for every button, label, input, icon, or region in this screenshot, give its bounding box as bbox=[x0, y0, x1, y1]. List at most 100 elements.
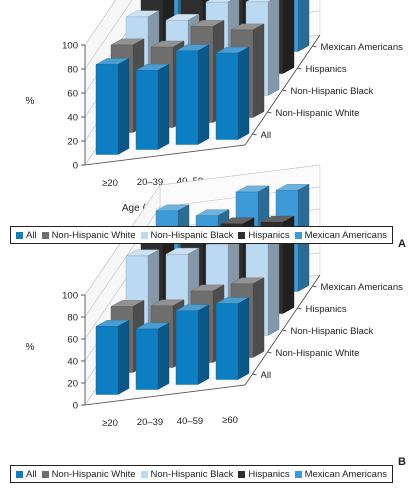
bar-side bbox=[117, 319, 130, 395]
legend-panel-a: All Non-Hispanic White Non-Hispanic Black H… bbox=[10, 226, 393, 244]
legend-entry: Non-Hispanic White bbox=[41, 229, 136, 241]
depth-label: Mexican Americans bbox=[321, 282, 404, 293]
bar-side bbox=[252, 23, 265, 118]
chart-panel-A: 0 20 40 60 80 100 All Non-Hispanic White Non-His… bbox=[26, 0, 404, 214]
depth-label: Mexican Americans bbox=[321, 42, 404, 53]
legend-label: All bbox=[26, 229, 37, 241]
y-tick-label: 20 bbox=[67, 379, 78, 390]
panel-label-a: A bbox=[398, 238, 406, 250]
legend-label: Non-Hispanic Black bbox=[150, 229, 234, 241]
legend-entry: All bbox=[16, 230, 37, 241]
gridline bbox=[84, 0, 133, 70]
legend-swatch bbox=[294, 470, 302, 478]
bar-side bbox=[237, 46, 250, 140]
depth-tick bbox=[267, 351, 272, 354]
legend-label: Non-Hispanic White bbox=[51, 229, 136, 241]
y-tick-label: 100 bbox=[62, 291, 78, 302]
bar-front bbox=[135, 70, 159, 150]
y-axis-title: % bbox=[26, 342, 35, 353]
legend-entry: Mexican Americans bbox=[294, 229, 387, 241]
bar bbox=[135, 63, 170, 150]
panel-label-b: B bbox=[398, 456, 406, 468]
y-tick-label: 0 bbox=[73, 401, 78, 412]
gridline bbox=[84, 164, 321, 296]
legend-entry: All bbox=[16, 469, 37, 480]
legend-entry: Hispanics bbox=[238, 468, 290, 480]
legend-entry: Non-Hispanic Black bbox=[140, 229, 234, 241]
legend-swatch bbox=[16, 470, 23, 478]
depth-tick bbox=[297, 307, 302, 310]
legend-swatch bbox=[140, 470, 148, 478]
bar-side bbox=[157, 63, 170, 150]
bar-front bbox=[175, 310, 199, 385]
y-tick-label: 20 bbox=[67, 137, 78, 148]
x-axis-line bbox=[84, 384, 246, 406]
depth-label: All bbox=[261, 130, 272, 141]
legend-swatch bbox=[238, 231, 246, 239]
x-tick-label: 40–59 bbox=[177, 416, 203, 427]
bar-side bbox=[197, 304, 210, 385]
bar bbox=[175, 304, 210, 385]
bar-front bbox=[135, 328, 159, 390]
bar-side bbox=[282, 0, 295, 74]
bar-side bbox=[117, 58, 130, 155]
bar-front bbox=[215, 303, 239, 380]
depth-tick bbox=[282, 329, 287, 332]
depth-tick bbox=[267, 111, 272, 114]
depth-label: Non-Hispanic White bbox=[276, 108, 360, 119]
legend-entry: Mexican Americans bbox=[294, 468, 387, 480]
depth-label: Hispanics bbox=[306, 304, 347, 315]
bar-side bbox=[297, 0, 310, 52]
legend-entry: Non-Hispanic Black bbox=[140, 468, 234, 480]
x-tick-label: ≥60 bbox=[222, 415, 238, 426]
bar bbox=[175, 44, 210, 145]
depth-label: Non-Hispanic White bbox=[276, 348, 360, 359]
legend-label: Hispanics bbox=[248, 468, 290, 480]
legend-swatch bbox=[140, 231, 148, 239]
bar-front bbox=[175, 50, 199, 145]
x-tick-label: 20–39 bbox=[137, 417, 163, 428]
y-tick-label: 80 bbox=[67, 65, 78, 76]
bar-side bbox=[157, 322, 170, 390]
legend-label: Mexican Americans bbox=[304, 468, 387, 480]
bar-side bbox=[267, 227, 280, 336]
legend-panel-b: All Non-Hispanic White Non-Hispanic Black H… bbox=[10, 465, 393, 483]
legend-label: All bbox=[26, 468, 37, 480]
legend-swatch bbox=[238, 470, 246, 478]
y-tick-label: 100 bbox=[62, 41, 78, 52]
depth-label: Hispanics bbox=[306, 64, 347, 75]
legend-label: Hispanics bbox=[248, 229, 290, 241]
depth-tick bbox=[312, 45, 317, 48]
bar-front bbox=[95, 326, 119, 395]
y-tick-label: 0 bbox=[73, 161, 78, 172]
bar-side bbox=[252, 277, 265, 358]
bar bbox=[95, 58, 130, 155]
depth-label: Non-Hispanic Black bbox=[291, 326, 374, 337]
chart-panel-B: 0 20 40 60 80 100 All Non-Hispanic White Non-His… bbox=[26, 164, 404, 429]
depth-tick bbox=[297, 67, 302, 70]
gridline bbox=[84, 0, 149, 94]
bar bbox=[135, 322, 170, 390]
depth-tick bbox=[252, 133, 257, 136]
legend-entry: Hispanics bbox=[238, 229, 290, 241]
legend-label: Mexican Americans bbox=[304, 229, 387, 241]
x-tick-label: ≥20 bbox=[102, 418, 118, 429]
legend-swatch bbox=[41, 470, 49, 478]
legend-label: Non-Hispanic White bbox=[51, 468, 136, 480]
gridline bbox=[84, 0, 117, 46]
x-tick-label: ≥20 bbox=[102, 178, 118, 189]
y-tick-label: 60 bbox=[67, 335, 78, 346]
legend-label: Non-Hispanic Black bbox=[150, 468, 234, 480]
x-axis-line bbox=[84, 144, 246, 166]
depth-label: Non-Hispanic Black bbox=[291, 86, 374, 97]
y-tick-label: 40 bbox=[67, 113, 78, 124]
bar-front bbox=[215, 52, 239, 140]
bar bbox=[215, 297, 250, 380]
x-axis-title: Age (y) bbox=[122, 203, 154, 214]
depth-label: All bbox=[261, 370, 272, 381]
y-tick-label: 60 bbox=[67, 89, 78, 100]
bar-side bbox=[237, 297, 250, 380]
legend-swatch bbox=[16, 231, 23, 239]
legend-swatch bbox=[294, 231, 302, 239]
